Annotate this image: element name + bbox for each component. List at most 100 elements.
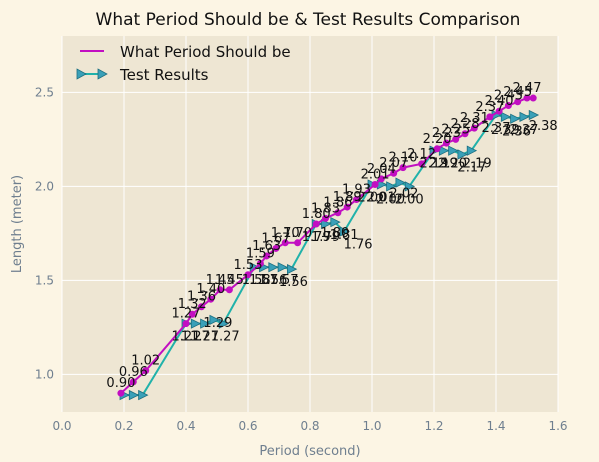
data-label: 2.19 (463, 157, 492, 172)
test-results-point (190, 318, 202, 329)
should-be-point (399, 164, 407, 172)
data-label: 2.39 (491, 123, 520, 138)
legend: What Period Should be Test Results (76, 43, 291, 84)
x-tick-label: 1.6 (548, 419, 567, 433)
data-label: 1.59 (246, 246, 275, 261)
should-be-point (256, 259, 264, 267)
should-be-point (390, 169, 398, 177)
data-label: 0.90 (106, 376, 135, 391)
should-be-point (225, 286, 233, 294)
data-label: 1.80 (302, 207, 331, 222)
x-tick-label: 0.0 (52, 419, 71, 433)
x-tick-label: 0.2 (114, 419, 133, 433)
legend-marker-test (76, 68, 87, 80)
test-results-point (404, 181, 416, 192)
data-label: 1.27 (190, 330, 219, 345)
data-label: 2.04 (367, 162, 396, 177)
test-results-point (277, 262, 288, 273)
x-tick-label: 1.2 (424, 419, 443, 433)
x-axis-label: Period (second) (259, 444, 360, 459)
data-labels: 0.900.961.021.271.321.361.401.451.451.53… (106, 81, 557, 391)
should-be-point (129, 378, 137, 386)
data-label: 1.21 (172, 330, 201, 345)
test-results-point (448, 145, 459, 156)
data-label: 1.76 (344, 238, 373, 253)
data-label: 1.79 (302, 230, 331, 245)
data-label: 2.00 (358, 191, 387, 206)
data-label: 2.20 (438, 157, 467, 172)
data-label: 1.27 (181, 330, 210, 345)
should-be-point (452, 135, 460, 143)
should-be-point (263, 252, 271, 260)
should-be-point (433, 145, 441, 153)
test-results-point (200, 318, 211, 329)
should-be-point (244, 271, 252, 279)
should-be-point (312, 220, 320, 228)
data-label: 2.37 (509, 123, 538, 138)
should-be-point (343, 203, 351, 211)
test-results-point (286, 263, 298, 275)
test-results-point (218, 318, 230, 329)
y-axis-label: Length (meter) (10, 175, 25, 273)
should-be-point (529, 94, 537, 102)
data-label: 2.23 (432, 126, 461, 141)
test-results-point (510, 113, 521, 124)
series-what-period-should-be (117, 94, 537, 397)
should-be-point (377, 175, 385, 183)
data-label: 1.29 (203, 316, 232, 331)
test-results-point (519, 111, 530, 122)
data-label: 1.27 (172, 307, 201, 322)
data-label: 2.01 (361, 168, 390, 183)
data-label: 2.12 (407, 147, 436, 162)
data-label: 1.45 (215, 273, 244, 288)
y-tick-label: 1.5 (35, 273, 54, 287)
data-label: 1.53 (234, 258, 263, 273)
data-label: 2.00 (395, 192, 424, 207)
legend-marker-test (97, 68, 108, 80)
data-label: 2.37 (482, 121, 511, 136)
data-label: 2.37 (475, 100, 504, 115)
data-label: 2.19 (420, 157, 449, 172)
data-label: 1.80 (320, 226, 349, 241)
test-results-point (128, 389, 140, 401)
data-label: 2.28 (451, 117, 480, 132)
should-be-point (418, 160, 426, 168)
test-results-point (138, 389, 149, 401)
should-be-point (442, 139, 450, 147)
should-be-point (281, 239, 289, 247)
data-label: 2.17 (457, 160, 486, 175)
should-be-point (322, 214, 329, 222)
data-label: 2.36 (502, 125, 531, 140)
should-be-point (461, 130, 469, 138)
data-label: 2.31 (460, 111, 489, 126)
data-label: 2.01 (367, 191, 396, 206)
test-results-point (500, 111, 512, 122)
legend-label-should-be: What Period Should be (120, 43, 291, 61)
test-results-point (339, 226, 350, 237)
data-label: 1.86 (323, 196, 352, 211)
should-be-point (504, 102, 512, 110)
data-label: 2.07 (379, 156, 408, 171)
should-be-point (188, 310, 196, 318)
legend-label-test: Test Results (119, 66, 209, 84)
data-label: 1.81 (330, 228, 359, 243)
should-be-point (294, 239, 302, 247)
data-label: 2.45 (503, 85, 532, 100)
data-label: 1.58 (242, 273, 271, 288)
y-tick-label: 1.0 (35, 367, 54, 381)
data-label: 1.02 (131, 354, 160, 369)
x-tick-label: 0.8 (300, 419, 319, 433)
test-results-point (466, 145, 478, 156)
data-label: 1.32 (178, 297, 207, 312)
y-tick-label: 2.5 (35, 85, 54, 99)
data-label: 1.57 (270, 273, 299, 288)
should-be-point (272, 244, 280, 252)
series-layer (117, 94, 540, 401)
should-be-point (142, 367, 150, 375)
data-label: 1.63 (252, 239, 281, 254)
should-be-point (353, 196, 360, 204)
x-tick-label: 0.6 (238, 419, 257, 433)
grid (61, 36, 559, 412)
data-label: 1.40 (196, 282, 225, 297)
